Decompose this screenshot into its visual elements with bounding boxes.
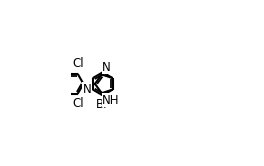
Text: Cl: Cl bbox=[72, 57, 83, 70]
Text: NH: NH bbox=[102, 94, 120, 107]
Text: Br: Br bbox=[96, 98, 109, 111]
Text: N: N bbox=[102, 61, 111, 74]
Text: Cl: Cl bbox=[72, 97, 83, 110]
Text: N: N bbox=[83, 83, 92, 96]
